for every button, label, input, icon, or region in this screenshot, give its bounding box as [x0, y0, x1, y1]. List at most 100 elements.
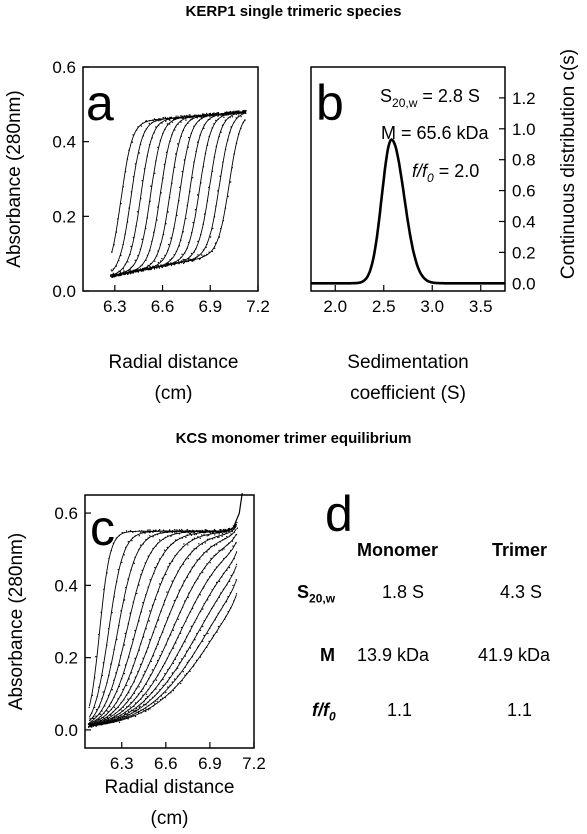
data-point-a-5-74	[192, 116, 195, 118]
cell-bottom-spike-c	[232, 492, 243, 528]
data-point-c-5-20	[113, 706, 116, 708]
data-point-c-1-42	[140, 531, 142, 534]
data-point-c-4-84	[190, 534, 193, 536]
data-point-a-2-48	[165, 120, 167, 123]
data-point-c-10-18	[111, 718, 114, 720]
data-point-c-0-48	[147, 529, 149, 531]
panel-letter-a: a	[86, 75, 114, 131]
data-point-a-11-44	[160, 264, 162, 266]
x-tick-label-c-2: 6.9	[198, 754, 222, 773]
data-point-a-10-60	[178, 261, 180, 263]
data-point-c-1-0	[89, 717, 91, 720]
data-point-c-10-114	[228, 566, 231, 569]
x-axis-title-b: Sedimentation	[347, 352, 468, 373]
data-point-a-3-12	[123, 270, 125, 272]
data-point-a-3-110	[233, 110, 235, 113]
data-point-c-12-16	[107, 720, 110, 723]
data-point-c-2-84	[192, 529, 194, 531]
data-point-c-3-18	[111, 689, 114, 691]
data-point-c-3-96	[205, 529, 207, 532]
row-label-ff0: f/f0	[312, 700, 336, 724]
x-tick-label-c-1: 6.6	[154, 754, 178, 773]
data-point-a-10-116	[240, 115, 242, 118]
data-point-c-11-24	[117, 717, 120, 719]
data-point-c-5-92	[201, 534, 203, 536]
data-point-a-0-46	[162, 116, 164, 119]
data-point-a-11-64	[181, 260, 184, 262]
distribution-line-b	[311, 138, 505, 285]
x-axis-title-a: Radial distance	[109, 352, 239, 373]
data-point-c-13-46	[145, 710, 147, 713]
data-point-c-10-120	[235, 551, 238, 553]
data-point-c-5-106	[218, 533, 220, 535]
x-tick-label-b-3: 3.5	[469, 297, 493, 316]
data-curve-a-10	[111, 112, 247, 278]
data-point-a-4-88	[208, 113, 210, 115]
data-point-c-12-28	[123, 716, 125, 718]
fit-line-c-10	[89, 552, 237, 727]
data-point-c-0-72	[176, 529, 178, 531]
data-point-c-4-10	[100, 713, 102, 715]
data-point-c-13-106	[217, 625, 220, 628]
data-point-c-9-68	[172, 647, 175, 649]
data-point-c-6-106	[218, 536, 220, 538]
data-point-c-2-52	[152, 536, 154, 538]
data-point-a-7-72	[192, 177, 194, 179]
data-point-a-5-92	[213, 112, 215, 114]
data-point-c-1-40	[138, 535, 140, 537]
data-point-c-1-48	[146, 530, 149, 532]
data-point-c-12-64	[167, 686, 169, 688]
data-point-a-2-52	[169, 119, 171, 122]
data-point-a-0-58	[175, 115, 177, 117]
data-point-c-7-18	[109, 714, 112, 716]
data-point-a-9-28	[142, 270, 145, 272]
y-axis-title-a: Absorbance (280nm)	[4, 90, 25, 267]
data-point-c-4-88	[195, 533, 198, 535]
y-tick-label-c-2: 0.4	[54, 576, 78, 595]
data-point-a-11-74	[193, 260, 195, 262]
data-point-c-0-0	[88, 706, 90, 709]
x-tick-label-a-3: 7.2	[246, 297, 270, 316]
data-point-c-1-32	[127, 541, 129, 543]
data-point-a-2-50	[166, 118, 168, 120]
x-tick-label-c-3: 7.2	[242, 754, 266, 773]
data-curve-c-12	[88, 579, 238, 728]
data-point-a-5-38	[154, 260, 156, 262]
data-point-a-10-112	[235, 117, 237, 119]
data-point-a-7-114	[238, 110, 240, 112]
data-point-a-1-38	[152, 120, 154, 122]
data-point-c-4-62	[163, 549, 166, 551]
data-point-c-10-0	[88, 724, 91, 726]
data-point-a-11-54	[170, 264, 173, 267]
data-point-c-9-90	[199, 594, 201, 596]
data-point-c-9-118	[232, 545, 234, 547]
data-point-c-11-120	[235, 563, 238, 566]
data-point-c-12-70	[173, 678, 176, 680]
data-point-c-13-120	[235, 593, 238, 595]
data-point-a-9-64	[182, 258, 184, 261]
cell-m-monomer: 13.9 kDa	[357, 645, 430, 665]
data-point-a-6-88	[209, 116, 211, 118]
data-point-a-10-30	[143, 267, 145, 269]
data-point-a-7-94	[214, 113, 217, 115]
data-point-c-5-108	[221, 532, 224, 535]
data-point-c-12-6	[96, 723, 98, 725]
x-tick-label-a-1: 6.6	[151, 297, 175, 316]
data-point-a-6-104	[226, 111, 228, 113]
data-point-a-8-78	[196, 194, 199, 196]
data-point-c-7-120	[236, 527, 239, 529]
data-point-c-13-26	[119, 718, 122, 721]
data-point-a-10-32	[146, 266, 149, 269]
data-point-c-1-60	[162, 529, 165, 531]
y-tick-label-a-0: 0.0	[52, 282, 76, 301]
data-point-c-13-74	[180, 682, 182, 685]
data-point-a-8-64	[181, 253, 183, 255]
data-point-a-3-86	[206, 112, 208, 115]
data-point-a-9-20	[132, 272, 134, 274]
x-axis-title-b-line2: coefficient (S)	[350, 383, 466, 404]
data-point-c-5-50	[149, 610, 151, 612]
y-axis-title-c: Absorbance (280nm)	[6, 533, 27, 710]
data-point-c-5-96	[206, 535, 208, 537]
data-point-a-10-50	[165, 263, 167, 265]
data-point-c-13-24	[118, 721, 121, 724]
